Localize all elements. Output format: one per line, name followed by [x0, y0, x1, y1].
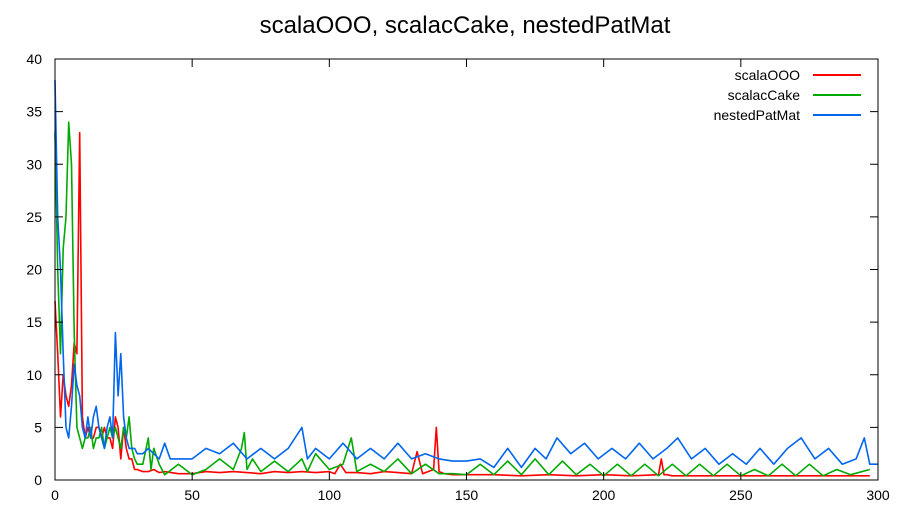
x-tick-label: 0: [51, 487, 59, 503]
y-tick-label: 10: [26, 367, 42, 383]
series-line-scalaOOO: [54, 131, 870, 477]
series-layer: [54, 80, 878, 477]
y-tick-label: 25: [26, 209, 42, 225]
plot-frame: [54, 58, 879, 481]
legend-label-nestedPatMat: nestedPatMat: [714, 107, 800, 123]
series-line-nestedPatMat: [54, 80, 878, 469]
legend-label-scalaOOO: scalaOOO: [735, 67, 800, 83]
legend: scalaOOO scalacCake nestedPatMat: [714, 67, 861, 123]
y-tick-label: 0: [34, 472, 42, 488]
series-line-scalacCake: [54, 121, 871, 477]
y-tick-label: 40: [26, 51, 42, 67]
x-tick-label: 100: [318, 487, 342, 503]
x-tick-label: 200: [592, 487, 616, 503]
x-tick-label: 150: [455, 487, 479, 503]
y-tick-label: 35: [26, 104, 42, 120]
y-tick-label: 30: [26, 156, 42, 172]
y-tick-label: 20: [26, 262, 42, 278]
legend-label-scalacCake: scalacCake: [728, 87, 801, 103]
y-tick-label: 5: [34, 419, 42, 435]
x-tick-label: 50: [184, 487, 200, 503]
x-tick-label: 300: [866, 487, 890, 503]
chart-title: scalaOOO, scalacCake, nestedPatMat: [260, 12, 671, 39]
x-tick-label: 250: [729, 487, 753, 503]
axes-layer: 0 50 100 150 200 250 300 0 5 10 15 20 25 30 35 40: [26, 51, 889, 503]
y-tick-label: 15: [26, 314, 42, 330]
